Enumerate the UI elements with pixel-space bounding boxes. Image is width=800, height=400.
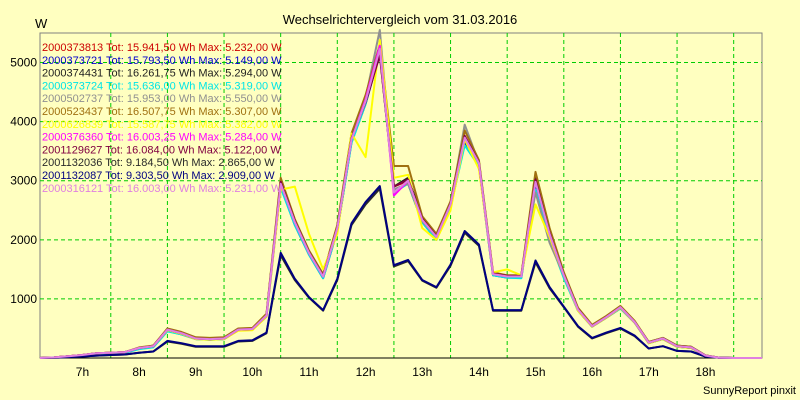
footer-credit: SunnyReport pinxit xyxy=(703,385,796,397)
legend-entry: 2000502737 Tot: 15.953,00 Wh Max: 5.550,… xyxy=(42,93,282,105)
x-tick-label: 18h xyxy=(695,365,715,379)
series-line xyxy=(39,185,762,359)
y-tick-label: 2000 xyxy=(10,233,37,247)
legend-entry: 2000374431 Tot: 16.261,75 Wh Max: 5.294,… xyxy=(42,68,282,80)
legend-entry: 2001132087 Tot: 9.303,50 Wh Max: 2.909,0… xyxy=(42,170,275,182)
legend-entry: 2001132036 Tot: 9.184,50 Wh Max: 2.865,0… xyxy=(42,157,275,169)
x-tick-label: 17h xyxy=(639,365,659,379)
x-tick-label: 8h xyxy=(132,365,145,379)
x-tick-label: 14h xyxy=(469,365,489,379)
legend-entry: 2000373721 Tot: 15.793,50 Wh Max: 5.149,… xyxy=(42,55,282,67)
x-tick-label: 11h xyxy=(299,365,318,379)
x-tick-label: 9h xyxy=(189,365,202,379)
y-tick-label: 5000 xyxy=(10,56,37,70)
y-tick-label: 3000 xyxy=(10,174,37,188)
x-tick-label: 10h xyxy=(242,365,262,379)
legend-entry: 2000373813 Tot: 15.941,50 Wh Max: 5.232,… xyxy=(42,42,282,54)
legend-entry: 2000373724 Tot: 15.636,00 Wh Max: 5.319,… xyxy=(42,80,282,92)
series-line xyxy=(39,187,762,359)
legend-entry: 2001129627 Tot: 16.084,00 Wh Max: 5.122,… xyxy=(42,144,281,156)
series-line xyxy=(39,47,762,359)
y-tick-label: 1000 xyxy=(10,292,37,306)
legend-entry: 2000376360 Tot: 16.003,25 Wh Max: 5.284,… xyxy=(42,132,282,144)
chart-title: Wechselrichtervergleich vom 31.03.2016 xyxy=(282,12,518,27)
x-tick-label: 7h xyxy=(76,365,89,379)
y-tick-label: 4000 xyxy=(10,115,37,129)
x-tick-label: 13h xyxy=(412,365,432,379)
legend-entry: 2000626839 Tot: 15.587,75 Wh Max: 5.382,… xyxy=(42,119,282,131)
y-axis-unit: W xyxy=(35,16,48,31)
x-tick-label: 12h xyxy=(356,365,376,379)
x-tick-label: 16h xyxy=(582,365,602,379)
x-tick-label: 15h xyxy=(525,365,545,379)
legend-entry: 2000523437 Tot: 16.507,75 Wh Max: 5.307,… xyxy=(42,106,282,118)
legend-entry: 2000316121 Tot: 16.003,00 Wh Max: 5.231,… xyxy=(42,183,282,195)
